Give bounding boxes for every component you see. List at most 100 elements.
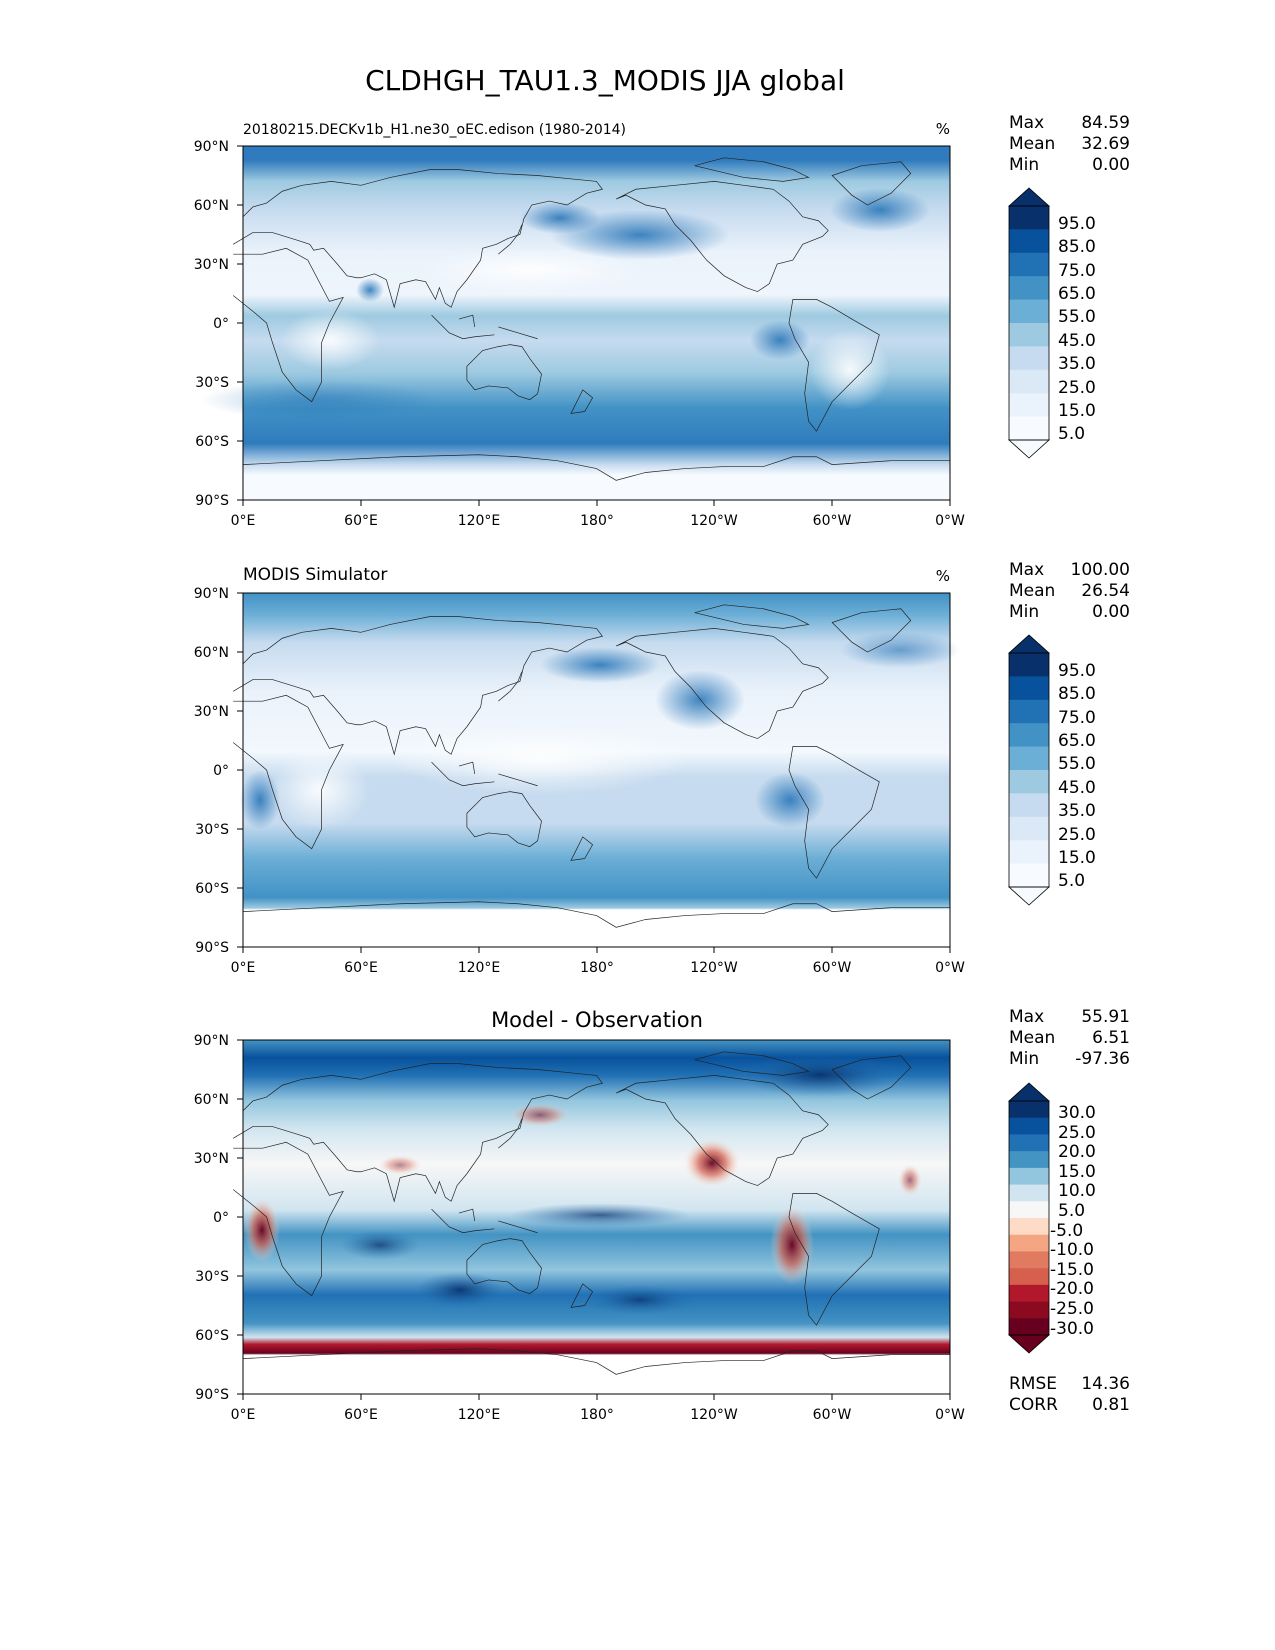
colorbar-band: [1009, 840, 1049, 865]
colorbar-tick-label: 15.0: [1058, 1162, 1096, 1182]
colorbar-tick-label: 35.0: [1058, 801, 1096, 821]
colorbar-band: [1009, 653, 1049, 677]
y-tick-label: 90°N: [194, 586, 229, 602]
colorbar-band: [1009, 770, 1049, 794]
stat-label: Min: [1009, 155, 1039, 175]
y-tick-label: 60°N: [194, 645, 229, 661]
x-tick-label: 0°E: [231, 1407, 256, 1423]
colorbar-band: [1009, 1151, 1049, 1169]
y-tick-label: 30°S: [195, 1269, 229, 1285]
colorbar-extend-top: [1007, 187, 1051, 207]
x-tick-label: 60°E: [344, 513, 378, 529]
colorbar-tick-label: 65.0: [1058, 731, 1096, 751]
y-tick-label: 30°N: [194, 1151, 229, 1167]
stat-label: Min: [1009, 1049, 1039, 1069]
colorbar-band: [1009, 252, 1049, 277]
map-area: [232, 593, 960, 947]
colorbar-frame: [1008, 205, 1050, 441]
y-tick-label: 60°N: [194, 198, 229, 214]
colorbar-tick-label: 25.0: [1058, 1123, 1096, 1143]
colorbar-band: [1009, 723, 1049, 748]
metric-label: RMSE: [1009, 1374, 1057, 1394]
colorbar-band: [1009, 1184, 1049, 1202]
colorbar-band: [1009, 1101, 1049, 1119]
stat-value: 0.00: [1092, 155, 1130, 175]
x-tick-label: 60°E: [344, 1407, 378, 1423]
stat-value: 55.91: [1081, 1007, 1130, 1027]
stat-value: -97.36: [1075, 1049, 1130, 1069]
colorbar-band: [1009, 229, 1049, 254]
colorbar-band: [1009, 346, 1049, 371]
colorbar-band: [1009, 323, 1049, 347]
colorbar-tick-label: 30.0: [1058, 1103, 1096, 1123]
stat-value: 6.51: [1092, 1028, 1130, 1048]
x-tick-label: 180°: [580, 513, 614, 529]
panel-reference: MODIS Simulator % 90°N 60°N 30°N 0° 30°S…: [194, 560, 1130, 976]
colorbar-band: [1009, 1268, 1049, 1286]
colorbar-tick-label: -10.0: [1050, 1240, 1094, 1260]
x-tick-label: 120°W: [690, 513, 738, 529]
colorbar-band: [1009, 793, 1049, 818]
panel-test: 20180215.DECKv1b_H1.ne30_oEC.edison (198…: [194, 113, 1130, 529]
colorbar-tick-label: 25.0: [1058, 378, 1096, 398]
colorbar-frame: [1008, 1100, 1050, 1336]
y-tick-label: 30°N: [194, 257, 229, 273]
colorbar-tick-label: 45.0: [1058, 778, 1096, 798]
x-tick-label: 60°W: [813, 1407, 852, 1423]
colorbar-band: [1009, 1167, 1049, 1186]
x-tick-label: 0°E: [231, 513, 256, 529]
y-tick-label: 30°S: [195, 822, 229, 838]
colorbar-tick-label: 95.0: [1058, 214, 1096, 234]
colorbar-extend-bottom: [1007, 439, 1051, 459]
y-tick-label: 60°N: [194, 1092, 229, 1108]
y-tick-label: 90°N: [194, 139, 229, 155]
colorbar-tick-label: 75.0: [1058, 708, 1096, 728]
colorbar-tick-label: -30.0: [1050, 1319, 1094, 1339]
stat-label: Max: [1009, 1007, 1044, 1027]
colorbar: 95.0 85.0 75.0 65.0 55.0 45.0 35.0 25.0 …: [1007, 187, 1096, 459]
colorbar-band: [1009, 699, 1049, 724]
colorbar-tick-label: 55.0: [1058, 754, 1096, 774]
x-tick-label: 60°E: [344, 960, 378, 976]
x-tick-label: 0°W: [935, 1407, 965, 1423]
colorbar-extend-bottom: [1007, 886, 1051, 906]
x-tick-label: 60°W: [813, 513, 852, 529]
y-tick-label: 90°S: [195, 1387, 229, 1403]
colorbar-band: [1009, 299, 1049, 324]
x-tick-label: 120°E: [458, 960, 501, 976]
colorbar-extend-bottom: [1007, 1334, 1051, 1354]
stat-value: 100.00: [1071, 560, 1130, 580]
y-tick-label: 0°: [213, 763, 229, 779]
colorbar-extend-top: [1007, 634, 1051, 654]
x-tick-label: 0°W: [935, 513, 965, 529]
colorbar: 95.0 85.0 75.0 65.0 55.0 45.0 35.0 25.0 …: [1007, 634, 1096, 906]
panel-units: %: [936, 120, 950, 138]
colorbar-band: [1009, 1251, 1049, 1269]
stat-value: 84.59: [1081, 113, 1130, 133]
colorbar-tick-label: 45.0: [1058, 331, 1096, 351]
metric-label: CORR: [1009, 1395, 1058, 1415]
colorbar-frame: [1008, 652, 1050, 888]
y-tick-label: 0°: [213, 1210, 229, 1226]
stat-value: 32.69: [1081, 134, 1130, 154]
colorbar-band: [1009, 393, 1049, 418]
colorbar-tick-label: 75.0: [1058, 261, 1096, 281]
colorbar-band: [1009, 816, 1049, 841]
stat-label: Mean: [1009, 134, 1055, 154]
colorbar-band: [1009, 676, 1049, 701]
x-tick-label: 60°W: [813, 960, 852, 976]
x-tick-label: 180°: [580, 960, 614, 976]
colorbar-band: [1009, 1234, 1049, 1252]
y-tick-label: 0°: [213, 316, 229, 332]
panel-units: %: [936, 567, 950, 585]
colorbar-tick-label: 95.0: [1058, 661, 1096, 681]
colorbar-band: [1009, 276, 1049, 301]
colorbar-band: [1009, 1284, 1049, 1303]
colorbar-tick-label: 25.0: [1058, 825, 1096, 845]
colorbar-band: [1009, 863, 1049, 888]
x-tick-label: 120°W: [690, 1407, 738, 1423]
colorbar-band: [1009, 1301, 1049, 1319]
colorbar-tick-label: 85.0: [1058, 237, 1096, 257]
colorbar-tick-label: -5.0: [1050, 1221, 1083, 1241]
